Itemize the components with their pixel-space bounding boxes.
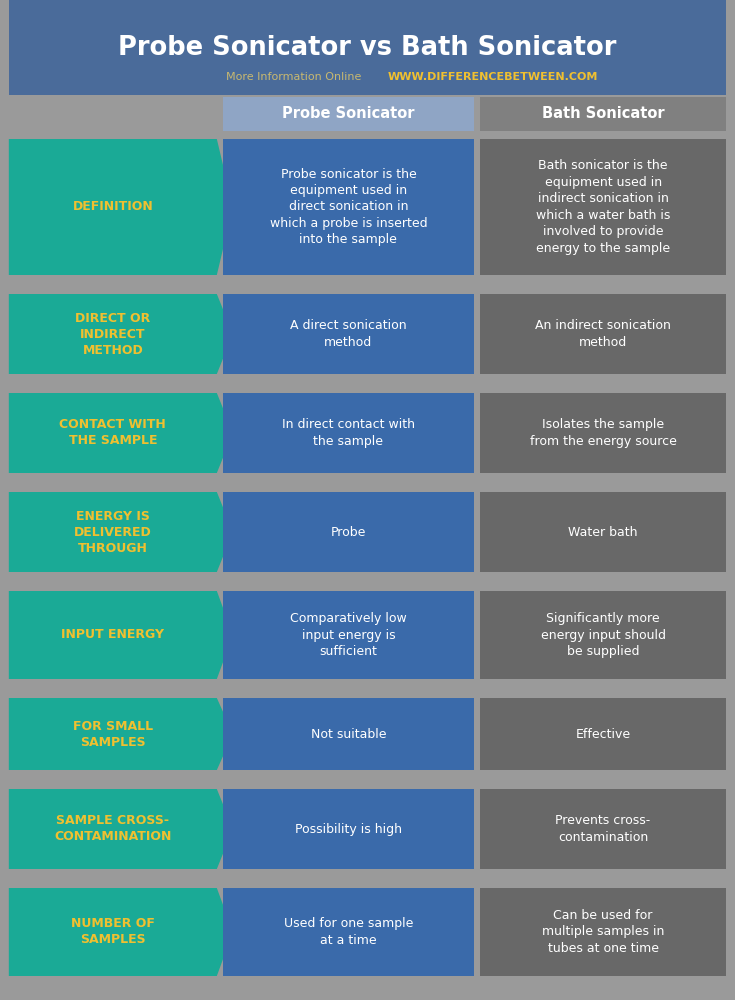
Text: NUMBER OF
SAMPLES: NUMBER OF SAMPLES bbox=[71, 917, 155, 946]
Text: Significantly more
energy input should
be supplied: Significantly more energy input should b… bbox=[540, 612, 666, 658]
FancyBboxPatch shape bbox=[223, 139, 474, 275]
FancyBboxPatch shape bbox=[480, 888, 726, 976]
Text: Effective: Effective bbox=[576, 728, 631, 740]
FancyBboxPatch shape bbox=[480, 789, 726, 869]
Text: CONTACT WITH
THE SAMPLE: CONTACT WITH THE SAMPLE bbox=[60, 418, 166, 448]
FancyBboxPatch shape bbox=[223, 97, 474, 131]
FancyBboxPatch shape bbox=[223, 698, 474, 770]
Text: Comparatively low
input energy is
sufficient: Comparatively low input energy is suffic… bbox=[290, 612, 406, 658]
Text: Probe: Probe bbox=[331, 526, 366, 538]
Text: In direct contact with
the sample: In direct contact with the sample bbox=[282, 418, 415, 448]
Text: SAMPLE CROSS-
CONTAMINATION: SAMPLE CROSS- CONTAMINATION bbox=[54, 814, 171, 844]
Text: Bath Sonicator: Bath Sonicator bbox=[542, 106, 664, 121]
Polygon shape bbox=[9, 591, 233, 679]
Text: Water bath: Water bath bbox=[568, 526, 638, 538]
Text: Isolates the sample
from the energy source: Isolates the sample from the energy sour… bbox=[530, 418, 676, 448]
FancyBboxPatch shape bbox=[223, 789, 474, 869]
Polygon shape bbox=[9, 698, 233, 770]
Polygon shape bbox=[9, 393, 233, 473]
Text: A direct sonication
method: A direct sonication method bbox=[290, 319, 406, 349]
Polygon shape bbox=[9, 139, 233, 275]
FancyBboxPatch shape bbox=[480, 139, 726, 275]
Polygon shape bbox=[9, 888, 233, 976]
Text: Prevents cross-
contamination: Prevents cross- contamination bbox=[556, 814, 650, 844]
Text: Bath sonicator is the
equipment used in
indirect sonication in
which a water bat: Bath sonicator is the equipment used in … bbox=[536, 159, 670, 255]
Text: ENERGY IS
DELIVERED
THROUGH: ENERGY IS DELIVERED THROUGH bbox=[74, 510, 151, 554]
Text: Not suitable: Not suitable bbox=[311, 728, 386, 740]
Text: Used for one sample
at a time: Used for one sample at a time bbox=[284, 917, 413, 947]
Polygon shape bbox=[9, 294, 233, 374]
Text: Probe sonicator is the
equipment used in
direct sonication in
which a probe is i: Probe sonicator is the equipment used in… bbox=[270, 167, 427, 246]
FancyBboxPatch shape bbox=[223, 294, 474, 374]
Polygon shape bbox=[9, 789, 233, 869]
Text: More Information Online: More Information Online bbox=[226, 72, 362, 82]
Polygon shape bbox=[9, 492, 233, 572]
FancyBboxPatch shape bbox=[480, 698, 726, 770]
FancyBboxPatch shape bbox=[480, 393, 726, 473]
Text: INPUT ENERGY: INPUT ENERGY bbox=[61, 629, 165, 642]
Text: WWW.DIFFERENCEBETWEEN.COM: WWW.DIFFERENCEBETWEEN.COM bbox=[387, 72, 598, 82]
FancyBboxPatch shape bbox=[480, 294, 726, 374]
FancyBboxPatch shape bbox=[480, 492, 726, 572]
Text: Can be used for
multiple samples in
tubes at one time: Can be used for multiple samples in tube… bbox=[542, 909, 664, 955]
Text: DEFINITION: DEFINITION bbox=[73, 200, 153, 214]
Text: Probe Sonicator vs Bath Sonicator: Probe Sonicator vs Bath Sonicator bbox=[118, 35, 617, 61]
FancyBboxPatch shape bbox=[9, 0, 726, 95]
Text: Probe Sonicator: Probe Sonicator bbox=[282, 106, 415, 121]
Text: Possibility is high: Possibility is high bbox=[295, 822, 402, 836]
FancyBboxPatch shape bbox=[480, 97, 726, 131]
FancyBboxPatch shape bbox=[480, 591, 726, 679]
Text: DIRECT OR
INDIRECT
METHOD: DIRECT OR INDIRECT METHOD bbox=[75, 312, 151, 357]
FancyBboxPatch shape bbox=[223, 888, 474, 976]
Text: An indirect sonication
method: An indirect sonication method bbox=[535, 319, 671, 349]
Text: FOR SMALL
SAMPLES: FOR SMALL SAMPLES bbox=[73, 720, 153, 748]
FancyBboxPatch shape bbox=[223, 492, 474, 572]
FancyBboxPatch shape bbox=[223, 591, 474, 679]
FancyBboxPatch shape bbox=[223, 393, 474, 473]
